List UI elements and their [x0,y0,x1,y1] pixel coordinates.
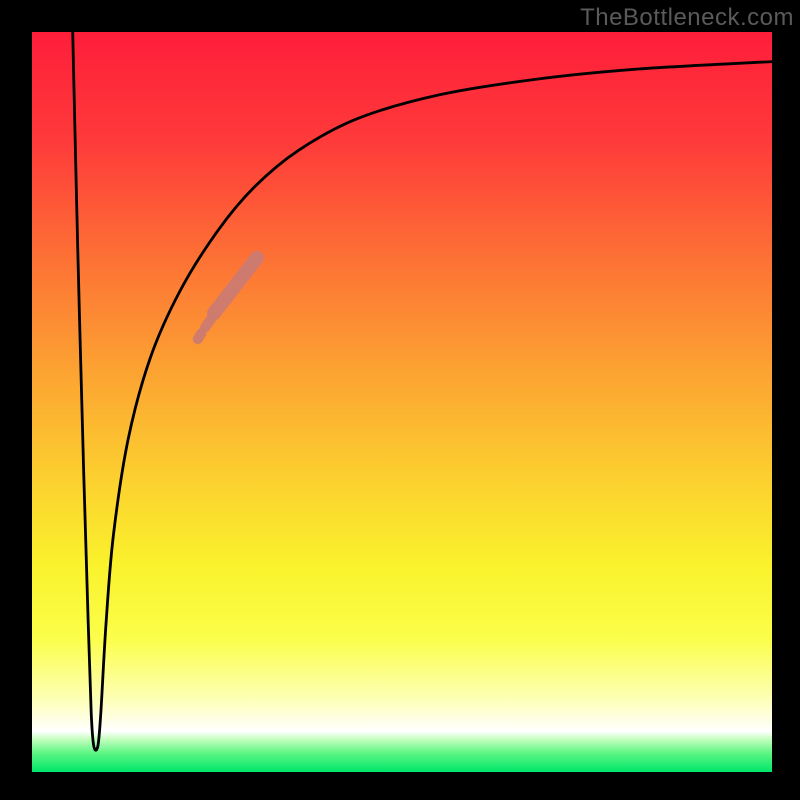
highlight-segment [198,333,202,339]
plot-area [32,32,772,772]
highlight-segment [205,319,211,327]
gradient-background [32,32,772,772]
bottleneck-chart [0,0,800,800]
watermark-text: TheBottleneck.com [580,4,794,32]
